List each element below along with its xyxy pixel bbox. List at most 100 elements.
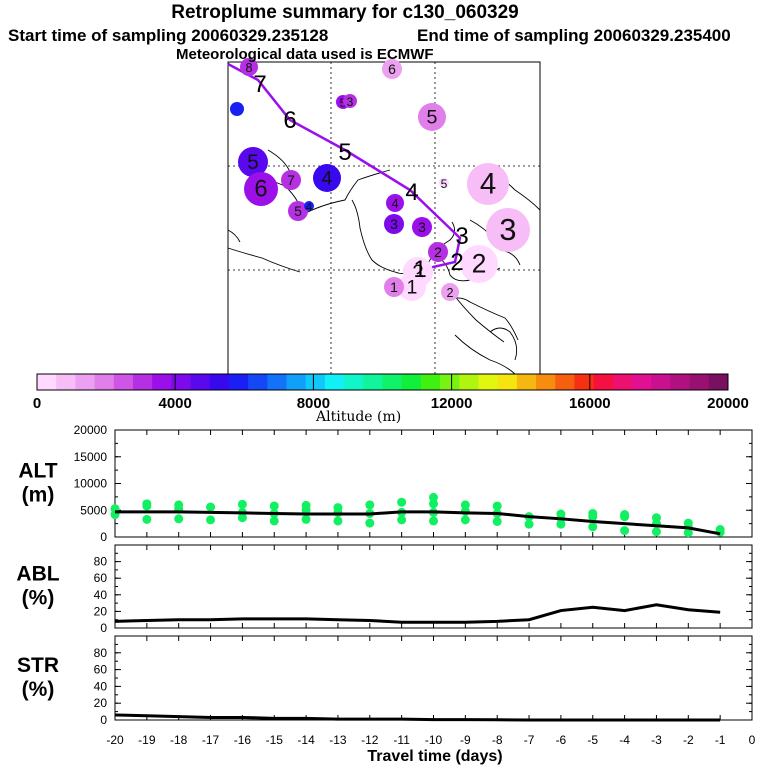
plume-circle-label: 4 [480,167,496,200]
altitude-point [206,502,216,512]
colorbar-cell [286,374,307,390]
plume-circle [244,172,278,206]
colorbar-cell [593,374,614,390]
panel-ylabel: (m) [22,484,55,507]
y-tick-label: 60 [94,663,108,677]
colorbar-cell [171,374,191,390]
plume-circle [460,245,498,283]
colorbar-cell [228,374,249,390]
x-tick-label: -2 [683,733,694,747]
start-time-label: Start time of sampling 20060329.235128 [8,26,329,45]
y-tick-label: 0 [100,713,107,727]
plume-circle-label: 6 [388,61,396,77]
plume-circle [281,170,301,190]
trajectory-day-label: 6 [283,107,296,134]
altitude-point [333,503,343,513]
altitude-point [588,522,598,532]
x-tick-label: -10 [425,733,443,747]
colorbar-cell [75,374,95,390]
x-tick-label: -7 [524,733,535,747]
colorbar-cell [94,374,115,390]
x-tick-label: -17 [202,733,220,747]
x-tick-label: -9 [460,733,471,747]
colorbar-cell [440,374,460,390]
y-tick-label: 40 [94,588,108,602]
plume-circle [313,164,341,192]
colorbar-cell [632,374,652,390]
altitude-point [715,525,725,535]
plume-circle-label: 3 [499,212,516,247]
plume-circle [428,242,448,262]
altitude-point [460,500,470,510]
x-tick-label: -11 [393,733,410,747]
y-tick-label: 0 [100,530,107,544]
plume-circle-label: 5 [340,96,347,110]
colorbar-cell [248,374,268,390]
colorbar-cell [37,374,57,390]
y-tick-label: 80 [94,555,108,569]
x-tick-label: -4 [619,733,630,747]
y-tick-label: 20 [94,696,108,710]
altitude-point [301,500,311,510]
figure-title: Retroplume summary for c130_060329 [171,2,519,23]
altitude-point [620,510,630,520]
colorbar-cell [113,374,134,390]
altitude-point [492,516,502,526]
panel-ylabel: ABL [16,563,59,586]
y-tick-label: 20000 [74,423,108,437]
altitude-point [142,514,152,524]
colorbar-cell [401,374,422,390]
plume-circle-label: 2 [434,244,442,260]
colorbar-tick-label: 16000 [569,395,611,412]
colorbar-cell [152,374,172,390]
plume-circle [441,283,459,301]
altitude-point [174,500,184,510]
colorbar-cell [497,374,518,390]
plume-circle-label: 6 [254,176,267,203]
panel-frame [114,635,753,721]
y-tick-label: 80 [94,646,108,660]
altitude-point [429,516,438,526]
y-tick-label: 10000 [74,477,108,491]
x-tick-label: -6 [556,733,567,747]
altitude-point [174,514,184,524]
x-tick-label: -14 [297,733,315,747]
x-tick-label: 0 [749,733,756,747]
colorbar-tick-label: 12000 [431,395,473,412]
plume-circle [230,102,244,116]
altitude-point [142,499,152,509]
plume-circle-label: 3 [390,216,398,232]
alt-panel: 20000 15000 10000 5000 0 ALT(m) [18,423,753,544]
altitude-point [365,500,375,510]
panel-ylabel: ALT [18,460,57,483]
plume-circle-label: 5 [247,151,259,174]
y-tick-label: 60 [94,571,108,585]
colorbar-cell [459,374,479,390]
colorbar-tick-label: 0 [33,395,41,412]
plume-circle-label: 1 [390,279,398,295]
x-tick-label: -19 [138,733,156,747]
plume-circle-label: 4 [391,197,398,211]
plume-circle-label: 5 [294,203,302,219]
colorbar-cell [56,374,76,390]
colorbar-tick-label: 20000 [707,395,749,412]
y-tick-label: 40 [94,679,108,693]
plume-circle [288,201,308,221]
trajectory-day-label: 7 [253,71,266,98]
plume-circle [486,208,530,252]
plume-circle [439,178,449,188]
plume-circle-label: 8 [245,61,252,75]
x-tick-label: -5 [587,733,598,747]
x-tick-label: -16 [234,733,252,747]
plume-circle [304,201,314,211]
altitude-point [683,518,693,528]
altitude-point [429,492,438,502]
plume-circle-label: 7 [287,172,295,188]
altitude-point [206,515,216,525]
coastline [227,149,541,375]
altitude-point [651,513,661,523]
colorbar-cell [190,374,211,390]
